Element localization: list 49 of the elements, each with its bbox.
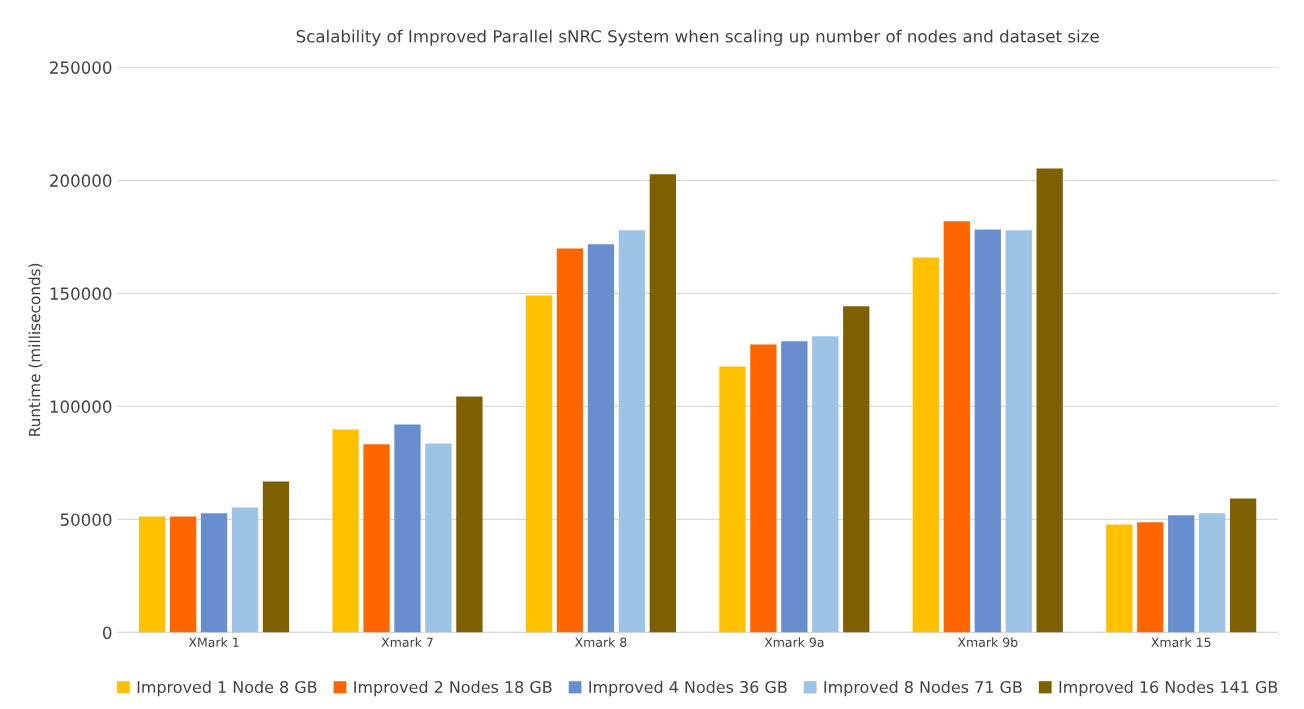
bar	[1036, 168, 1063, 633]
bar	[974, 229, 1001, 633]
y-tick-label: 150000	[50, 287, 112, 300]
bar	[912, 257, 940, 633]
bar	[525, 295, 553, 633]
legend-label: Improved 16 Nodes 141 GB	[1059, 680, 1278, 697]
bar	[1168, 515, 1195, 633]
bar	[425, 443, 452, 633]
x-tick-label: Xmark 9a	[764, 637, 824, 647]
bar	[943, 221, 970, 633]
legend-label: Improved 2 Nodes 18 GB	[354, 680, 552, 697]
y-tick-label: 200000	[50, 174, 112, 187]
bar	[812, 336, 839, 633]
x-tick-label: Xmark 7	[381, 637, 433, 647]
legend-label: Improved 4 Nodes 36 GB	[589, 680, 787, 697]
x-tick-label: Xmark 15	[1151, 637, 1211, 647]
bar	[200, 513, 228, 633]
legend-label: Improved 1 Node 8 GB	[137, 680, 317, 697]
y-tick-label: 100000	[50, 400, 112, 413]
bar	[231, 507, 259, 633]
bar	[1229, 498, 1257, 633]
bar	[394, 424, 421, 633]
bar	[843, 306, 870, 633]
bar	[363, 444, 390, 633]
bar	[587, 244, 615, 633]
legend-label: Improved 8 Nodes 71 GB	[824, 680, 1022, 697]
y-axis-title: Runtime (milliseconds)	[28, 263, 43, 436]
bar	[649, 174, 676, 633]
y-tick-label: 250000	[50, 61, 112, 74]
bar	[1199, 513, 1226, 633]
bar	[139, 516, 166, 633]
y-tick-label: 0	[102, 626, 112, 639]
x-tick-label: Xmark 8	[574, 637, 627, 647]
bar	[618, 230, 646, 633]
bar	[750, 344, 777, 633]
bar	[1137, 522, 1164, 633]
bar	[1106, 524, 1133, 633]
x-tick-label: XMark 1	[188, 637, 239, 647]
x-tick-label: Xmark 9b	[957, 637, 1018, 647]
bar	[456, 396, 483, 633]
y-tick-label: 50000	[60, 513, 112, 526]
bar	[169, 516, 197, 633]
bar	[262, 481, 290, 633]
bar	[719, 366, 746, 633]
bar	[556, 248, 584, 633]
bar	[781, 341, 808, 633]
bar	[1005, 230, 1032, 633]
bar	[332, 429, 359, 633]
chart-title: Scalability of Improved Parallel sNRC System when scaling up number of nodes and dataset size	[296, 29, 1099, 46]
